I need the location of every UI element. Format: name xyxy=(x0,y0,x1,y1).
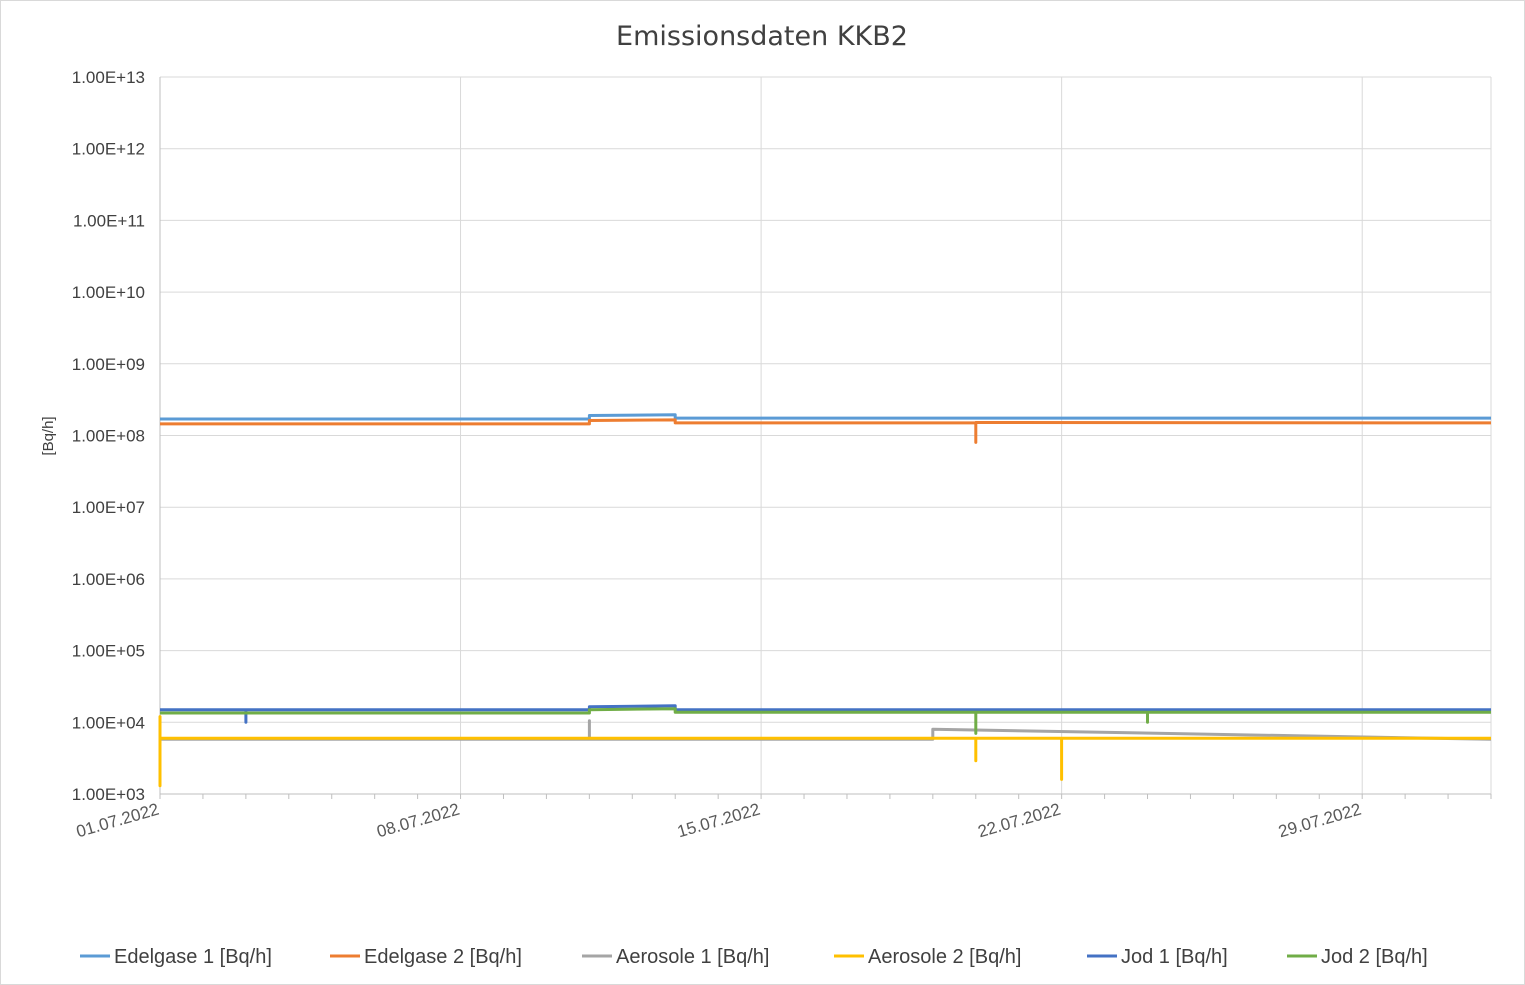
chart-title: Emissionsdaten KKB2 xyxy=(616,21,908,52)
x-tick-label: 15.07.2022 xyxy=(675,800,762,842)
series-line-4 xyxy=(158,715,1491,788)
plot-series xyxy=(158,413,1492,788)
x-tick-label: 08.07.2022 xyxy=(375,800,462,842)
legend-label: Edelgase 1 [Bq/h] xyxy=(114,946,272,968)
y-tick-label: 1.00E+06 xyxy=(72,570,145,589)
legend-label: Jod 1 [Bq/h] xyxy=(1121,946,1228,968)
series-line-3 xyxy=(160,719,1492,741)
legend: Edelgase 1 [Bq/h] Edelgase 2 [Bq/h] Aeroso… xyxy=(80,946,1428,968)
x-tick-label: 01.07.2022 xyxy=(74,800,161,842)
series-line-2 xyxy=(160,418,1492,444)
y-axis-label: [Bq/h] xyxy=(40,416,57,455)
legend-label: Edelgase 2 [Bq/h] xyxy=(364,946,522,968)
series-line-1 xyxy=(160,413,1491,421)
y-tick-label: 1.00E+04 xyxy=(72,713,145,732)
y-tick-label: 1.00E+10 xyxy=(72,283,145,302)
y-tick-label: 1.00E+09 xyxy=(72,355,145,374)
x-tick-label: 22.07.2022 xyxy=(976,800,1063,842)
x-tick-label: 29.07.2022 xyxy=(1276,800,1363,842)
y-tick-label: 1.00E+03 xyxy=(72,785,145,804)
y-tick-label: 1.00E+12 xyxy=(72,140,145,159)
y-tick-label: 1.00E+11 xyxy=(73,211,145,230)
legend-label: Jod 2 [Bq/h] xyxy=(1321,946,1428,968)
legend-label: Aerosole 1 [Bq/h] xyxy=(616,946,769,968)
legend-label: Aerosole 2 [Bq/h] xyxy=(868,946,1021,968)
axes: 1.00E+03 1.00E+04 1.00E+05 1.00E+06 1.00E+07… xyxy=(72,68,1492,842)
gridlines xyxy=(159,76,1492,795)
series-line-6 xyxy=(160,707,1491,735)
y-tick-label: 1.00E+07 xyxy=(72,498,145,517)
y-tick-label: 1.00E+08 xyxy=(72,427,145,446)
y-tick-label: 1.00E+05 xyxy=(72,642,145,661)
y-tick-label: 1.00E+13 xyxy=(72,68,145,87)
